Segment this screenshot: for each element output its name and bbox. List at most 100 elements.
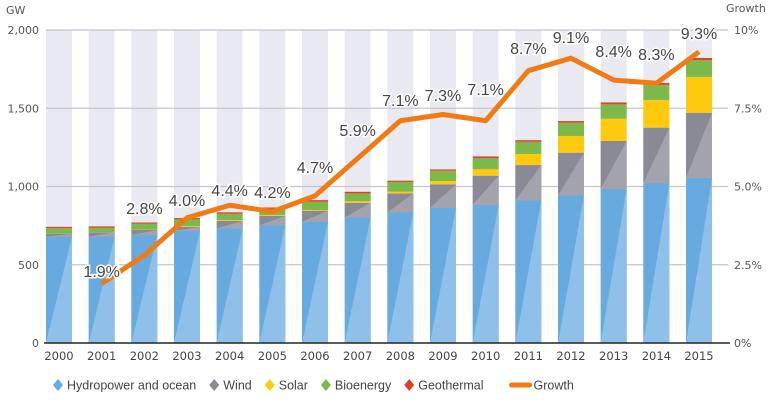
bar-segment-geothermal — [88, 226, 115, 228]
legend-marker-icon — [404, 379, 415, 391]
bar-segment-bioenergy — [472, 158, 499, 170]
x-tick-label: 2009 — [428, 349, 457, 363]
bar-segment-geothermal — [686, 58, 712, 61]
bar-segment-highlight — [131, 235, 158, 343]
bar-segment-highlight — [46, 236, 72, 343]
legend-label: Growth — [534, 379, 574, 393]
legend-label: Wind — [223, 379, 252, 393]
y2-tick-label: 10% — [734, 24, 758, 37]
bar-segment-highlight — [515, 200, 542, 343]
bar-segment-geothermal — [302, 200, 328, 202]
bar-segment-bioenergy — [643, 84, 670, 100]
x-tick-label: 2014 — [642, 349, 671, 363]
bar-segment-highlight — [430, 184, 456, 208]
x-tick-label: 2008 — [386, 349, 415, 363]
bar-segment-solar — [302, 209, 328, 211]
x-tick-label: 2001 — [87, 349, 116, 363]
growth-data-label: 9.3% — [681, 26, 717, 43]
bar-segment-solar — [430, 181, 456, 185]
bar-segment-highlight — [430, 207, 456, 343]
bar-segment-solar — [686, 76, 712, 113]
bar-segment-bioenergy — [515, 141, 542, 154]
bar-segment-highlight — [216, 228, 243, 343]
bar-segment-highlight — [259, 215, 286, 226]
growth-data-label: 8.4% — [595, 44, 631, 61]
bar-segment-solar — [515, 153, 542, 166]
bar-segment-highlight — [174, 230, 200, 343]
x-tick-label: 2015 — [684, 349, 713, 363]
bar-segment-highlight — [686, 112, 712, 178]
y-tick-label: 2,000 — [8, 24, 40, 37]
bar-segment-bioenergy — [131, 223, 158, 230]
bar-segment-highlight — [472, 175, 499, 205]
bar-segment-geothermal — [600, 102, 627, 105]
growth-data-label: 8.7% — [510, 41, 546, 58]
growth-data-label: 7.3% — [425, 88, 461, 105]
growth-data-label: 2.8% — [126, 201, 162, 218]
legend-label: Solar — [279, 379, 308, 393]
bar-segment-solar — [472, 169, 499, 176]
bar-segment-solar — [643, 99, 670, 128]
bar-segment-bioenergy — [600, 104, 627, 119]
x-tick-label: 2002 — [130, 349, 159, 363]
bar-segment-bioenergy — [558, 122, 584, 136]
x-tick-label: 2010 — [471, 349, 500, 363]
bar-segment-highlight — [259, 225, 286, 343]
bar-segment-geothermal — [344, 191, 371, 194]
bar-segment-wind — [216, 220, 243, 229]
growth-data-label: 4.0% — [169, 193, 205, 210]
legend-marker-icon — [264, 379, 275, 391]
x-tick-label: 2011 — [514, 349, 543, 363]
y2-tick-label: 0% — [734, 337, 751, 350]
bar-segment-geothermal — [259, 207, 286, 209]
x-tick-label: 2004 — [215, 349, 244, 363]
bar-segment-solar — [600, 118, 627, 141]
y-tick-label: 500 — [18, 259, 39, 272]
y2-axis-title: Growth — [726, 2, 766, 15]
bar-segment-highlight — [88, 236, 115, 343]
legend-marker-icon — [320, 379, 331, 391]
bar-segment-bioenergy — [46, 228, 72, 234]
bar-segment-solar — [259, 215, 286, 216]
x-tick-label: 2013 — [599, 349, 628, 363]
bar-segment-geothermal — [46, 226, 72, 229]
bar-segment-highlight — [643, 183, 670, 343]
bar-segment-highlight — [302, 221, 328, 343]
bar-segment-bioenergy — [686, 60, 712, 77]
y-tick-label: 1,500 — [8, 102, 40, 115]
bar-segment-highlight — [46, 233, 72, 237]
bar-segment-geothermal — [515, 140, 542, 142]
growth-data-label: 4.7% — [297, 160, 333, 177]
bar-segment-solar — [558, 135, 584, 153]
y2-tick-label: 7.5% — [734, 102, 762, 115]
bar-segment-highlight — [686, 177, 712, 343]
bar-segment-highlight — [174, 226, 200, 231]
bar-segment-solar — [216, 220, 243, 221]
growth-data-label: 9.1% — [553, 30, 589, 47]
growth-data-label: 4.4% — [211, 183, 247, 200]
legend-label: Hydropower and ocean — [67, 379, 196, 393]
legend-marker-icon — [209, 379, 220, 391]
growth-data-label: 7.1% — [467, 82, 503, 99]
growth-data-label: 4.2% — [254, 185, 290, 202]
bar-segment-bioenergy — [387, 181, 414, 192]
x-tick-label: 2006 — [300, 349, 329, 363]
bar-segment-solar — [344, 201, 371, 203]
bar-segment-bioenergy — [216, 213, 243, 221]
bar-segment-highlight — [344, 217, 371, 343]
bar-segment-bioenergy — [302, 201, 328, 210]
bar-segment-highlight — [558, 195, 584, 343]
x-tick-label: 2005 — [258, 349, 287, 363]
bar-segment-geothermal — [558, 121, 584, 123]
bar-segment-highlight — [387, 193, 414, 213]
bar-segment-geothermal — [216, 212, 243, 214]
y-tick-label: 1,000 — [8, 181, 40, 194]
bar-segment-highlight — [302, 210, 328, 222]
legend-marker-icon — [53, 379, 63, 391]
bar-segment-solar — [387, 191, 414, 194]
bar-segment-highlight — [387, 212, 414, 343]
bar-segment-highlight — [515, 165, 542, 201]
bar-segment-highlight — [88, 232, 115, 237]
x-tick-label: 2007 — [343, 349, 372, 363]
bar-segment-highlight — [472, 204, 499, 343]
